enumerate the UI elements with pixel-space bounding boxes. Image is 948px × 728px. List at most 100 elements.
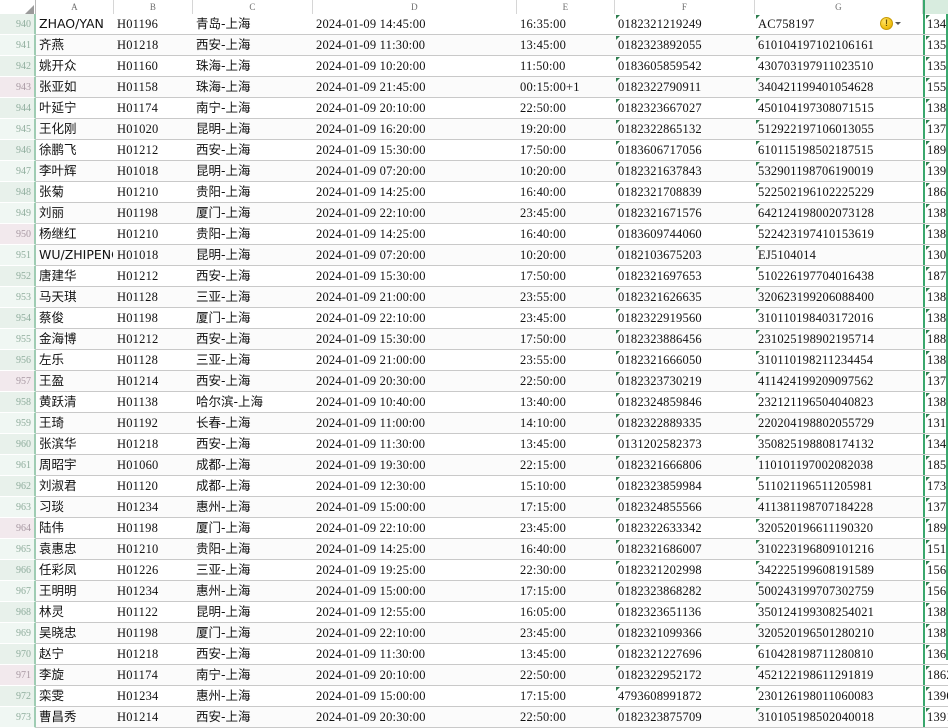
cell-id-number[interactable]: 342225199608191589 [755,560,923,580]
table-row[interactable]: 刘淑君 H01120 成都-上海 2024-01-09 12:30:00 15:10:0… [36,476,948,497]
cell-route[interactable]: 三亚-上海 [196,352,251,367]
cell-departure-datetime[interactable]: 2024-01-09 21:45:00 [316,80,426,94]
cell-phone-number[interactable]: 13816849 [923,203,948,223]
cell-departure-datetime[interactable]: 2024-01-09 22:10:00 [316,311,426,325]
cell-id-number[interactable]: 320520196501280210 [755,623,923,643]
row-header[interactable]: 956 [0,350,36,371]
row-header[interactable]: 957 [0,371,36,392]
cell-passenger-name[interactable]: 刘丽 [39,205,65,220]
cell-flight-code[interactable]: H01198 [117,626,159,640]
cell-departure-datetime[interactable]: 2024-01-09 11:30:00 [316,437,426,451]
cell-departure-datetime[interactable]: 2024-01-09 11:00:00 [316,416,426,430]
cell-departure-datetime[interactable]: 2024-01-09 20:30:00 [316,374,426,388]
cell-route[interactable]: 三亚-上海 [196,289,251,304]
cell-flight-code[interactable]: H01018 [117,164,159,178]
cell-phone-number[interactable]: 13088454 [923,245,948,265]
cell-departure-datetime[interactable]: 2024-01-09 14:25:00 [316,542,426,556]
table-row[interactable]: 习琰 H01234 惠州-上海 2024-01-09 15:00:00 17:15:00… [36,497,948,518]
row-header[interactable]: 961 [0,455,36,476]
cell-phone-number[interactable]: 13701853 [923,497,948,517]
cell-phone-number[interactable]: 13917565 [923,707,948,727]
cell-ticket-number[interactable]: 0182324859846 [615,392,755,412]
cell-passenger-name[interactable]: 栾雯 [39,688,65,703]
table-row[interactable]: 袁惠忠 H01210 贵阳-上海 2024-01-09 14:25:00 16:40:0… [36,539,948,560]
select-all-corner[interactable] [0,0,36,14]
cell-departure-datetime[interactable]: 2024-01-09 16:20:00 [316,122,426,136]
cell-flight-code[interactable]: H01226 [117,563,159,577]
cell-ticket-number[interactable]: 0182323875709 [615,707,755,727]
cell-route[interactable]: 厦门-上海 [196,625,251,640]
cell-id-number[interactable]: 411381198707184228 [755,497,923,517]
cell-ticket-number[interactable]: 0183609744060 [615,224,755,244]
cell-phone-number[interactable]: 13572958 [923,35,948,55]
cell-flight-code[interactable]: H01196 [117,17,159,31]
cell-passenger-name[interactable]: 周昭宇 [39,457,77,472]
cell-departure-datetime[interactable]: 2024-01-09 21:00:00 [316,290,426,304]
row-header[interactable]: 968 [0,602,36,623]
cell-flight-code[interactable]: H01214 [117,374,159,388]
cell-departure-datetime[interactable]: 2024-01-09 14:45:00 [316,17,426,31]
cell-arrival-time[interactable]: 23:45:00 [520,311,567,325]
cell-arrival-time[interactable]: 23:45:00 [520,521,567,535]
cell-ticket-number[interactable]: 0182322919560 [615,308,755,328]
cell-route[interactable]: 贵阳-上海 [196,541,251,556]
cell-departure-datetime[interactable]: 2024-01-09 10:40:00 [316,395,426,409]
cell-flight-code[interactable]: H01210 [117,542,159,556]
cell-arrival-time[interactable]: 17:50:00 [520,332,567,346]
cell-passenger-name[interactable]: 张菊 [39,184,65,199]
cell-passenger-name[interactable]: 姚开众 [39,58,77,73]
cell-phone-number[interactable]: 15655317 [923,560,948,580]
row-header[interactable]: 967 [0,581,36,602]
table-row[interactable]: 李旋 H01174 南宁-上海 2024-01-09 20:10:00 22:50:00… [36,665,948,686]
cell-route[interactable]: 西安-上海 [196,331,251,346]
cell-ticket-number[interactable]: 0182323730219 [615,371,755,391]
cell-arrival-time[interactable]: 17:15:00 [520,689,567,703]
cell-ticket-number[interactable]: 0182321708839 [615,182,755,202]
cell-ticket-number[interactable]: 0131202582373 [615,434,755,454]
cell-ticket-number[interactable]: 0182323892055 [615,35,755,55]
cell-id-number[interactable]: 512922197106013055 [755,119,923,139]
cell-id-number[interactable]: 350124199308254021 [755,602,923,622]
cell-arrival-time[interactable]: 17:15:00 [520,584,567,598]
cell-passenger-name[interactable]: 吴晓忠 [39,625,77,640]
table-row[interactable]: 黄跃清 H01138 哈尔滨-上海 2024-01-09 10:40:00 13:40:… [36,392,948,413]
cell-departure-datetime[interactable]: 2024-01-09 11:30:00 [316,38,426,52]
cell-arrival-time[interactable]: 14:10:00 [520,416,567,430]
column-header-f[interactable]: F [615,0,755,14]
table-row[interactable]: 吴晓忠 H01198 厦门-上海 2024-01-09 22:10:00 23:45:0… [36,623,948,644]
cell-arrival-time[interactable]: 17:15:00 [520,500,567,514]
cell-arrival-time[interactable]: 13:45:00 [520,647,567,661]
table-row[interactable]: 徐鹏飞 H01212 西安-上海 2024-01-09 15:30:00 17:50:0… [36,140,948,161]
cell-route[interactable]: 昆明-上海 [196,247,251,262]
table-row[interactable]: 蔡俊 H01198 厦门-上海 2024-01-09 22:10:00 23:45:00… [36,308,948,329]
row-header[interactable]: 958 [0,392,36,413]
cell-ticket-number[interactable]: 0182321666050 [615,350,755,370]
cell-arrival-time[interactable]: 22:50:00 [520,710,567,724]
cell-ticket-number[interactable]: 0182321202998 [615,560,755,580]
cell-departure-datetime[interactable]: 2024-01-09 19:30:00 [316,458,426,472]
cell-id-number[interactable]: 532901198706190019 [755,161,923,181]
cell-phone-number[interactable]: 13818224 [923,602,948,622]
row-header[interactable]: 951 [0,245,36,266]
cell-phone-number[interactable]: 13764826 [923,119,948,139]
cell-route[interactable]: 南宁-上海 [196,100,251,115]
cell-ticket-number[interactable]: 0182321219249 [615,14,755,34]
cell-flight-code[interactable]: H01198 [117,311,159,325]
table-row[interactable]: 唐建华 H01212 西安-上海 2024-01-09 15:30:00 17:50:0… [36,266,948,287]
cell-arrival-time[interactable]: 23:45:00 [520,206,567,220]
table-row[interactable]: 张滨华 H01218 西安-上海 2024-01-09 11:30:00 13:45:0… [36,434,948,455]
cell-ticket-number[interactable]: 4793608991872 [615,686,755,706]
cell-route[interactable]: 成都-上海 [196,478,251,493]
cell-ticket-number[interactable]: 0182322865132 [615,119,755,139]
cell-id-number[interactable]: 310223196809101216 [755,539,923,559]
cell-route[interactable]: 西安-上海 [196,373,251,388]
cell-phone-number[interactable]: 13818969 [923,350,948,370]
cell-ticket-number[interactable]: 0182323886456 [615,329,755,349]
table-row[interactable]: 任彩凤 H01226 三亚-上海 2024-01-09 19:25:00 22:30:0… [36,560,948,581]
chevron-down-icon[interactable] [895,22,901,25]
table-row[interactable]: 栾雯 H01234 惠州-上海 2024-01-09 15:00:00 17:15:00… [36,686,948,707]
cell-arrival-time[interactable]: 22:15:00 [520,458,567,472]
cell-passenger-name[interactable]: 刘淑君 [39,478,77,493]
cell-passenger-name[interactable]: 杨继红 [39,226,77,241]
cell-flight-code[interactable]: H01192 [117,416,159,430]
